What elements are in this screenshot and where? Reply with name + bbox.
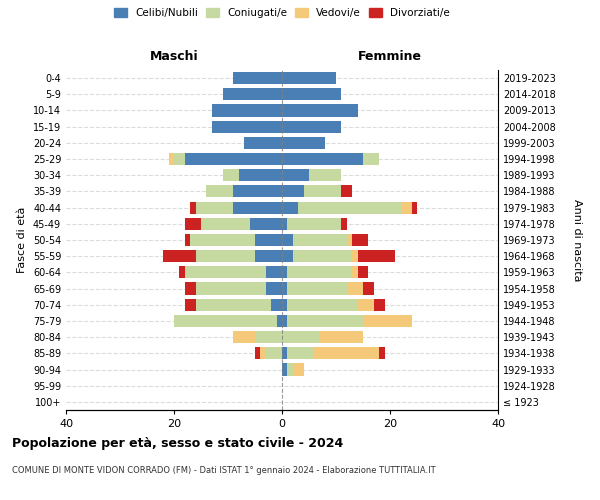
- Bar: [206, 186, 233, 198]
- Text: Femmine: Femmine: [358, 50, 422, 62]
- Bar: [304, 186, 341, 198]
- Text: COMUNE DI MONTE VIDON CORRADO (FM) - Dati ISTAT 1° gennaio 2024 - Elaborazione T: COMUNE DI MONTE VIDON CORRADO (FM) - Dat…: [12, 466, 436, 475]
- Bar: [282, 104, 358, 117]
- Bar: [293, 364, 304, 376]
- Bar: [363, 315, 412, 327]
- Bar: [282, 250, 293, 262]
- Bar: [287, 266, 352, 278]
- Bar: [287, 315, 363, 327]
- Bar: [282, 234, 293, 246]
- Bar: [277, 315, 282, 327]
- Bar: [185, 282, 196, 294]
- Bar: [185, 153, 282, 165]
- Bar: [352, 250, 358, 262]
- Bar: [352, 266, 358, 278]
- Bar: [282, 331, 320, 343]
- Bar: [185, 266, 266, 278]
- Bar: [358, 298, 374, 311]
- Bar: [163, 250, 196, 262]
- Text: Maschi: Maschi: [149, 50, 199, 62]
- Bar: [282, 282, 287, 294]
- Bar: [282, 88, 341, 101]
- Bar: [347, 282, 363, 294]
- Bar: [352, 234, 368, 246]
- Bar: [179, 266, 185, 278]
- Bar: [266, 266, 282, 278]
- Bar: [233, 331, 255, 343]
- Bar: [185, 218, 201, 230]
- Bar: [298, 202, 401, 213]
- Bar: [287, 298, 358, 311]
- Bar: [287, 218, 341, 230]
- Bar: [282, 298, 287, 311]
- Bar: [196, 250, 255, 262]
- Bar: [282, 120, 341, 132]
- Bar: [223, 88, 282, 101]
- Bar: [363, 282, 374, 294]
- Bar: [282, 186, 304, 198]
- Legend: Celibi/Nubili, Coniugati/e, Vedovi/e, Divorziati/e: Celibi/Nubili, Coniugati/e, Vedovi/e, Di…: [114, 8, 450, 18]
- Bar: [260, 348, 266, 360]
- Bar: [201, 218, 250, 230]
- Bar: [314, 348, 379, 360]
- Bar: [190, 202, 196, 213]
- Bar: [185, 298, 196, 311]
- Bar: [255, 348, 260, 360]
- Bar: [282, 218, 287, 230]
- Bar: [341, 218, 347, 230]
- Bar: [287, 364, 293, 376]
- Bar: [250, 218, 282, 230]
- Bar: [287, 348, 314, 360]
- Bar: [282, 315, 287, 327]
- Bar: [196, 298, 271, 311]
- Bar: [282, 348, 287, 360]
- Bar: [233, 186, 282, 198]
- Bar: [174, 315, 277, 327]
- Bar: [282, 72, 336, 84]
- Bar: [358, 266, 368, 278]
- Bar: [255, 331, 282, 343]
- Y-axis label: Anni di nascita: Anni di nascita: [572, 198, 583, 281]
- Bar: [282, 202, 298, 213]
- Bar: [347, 234, 352, 246]
- Bar: [379, 348, 385, 360]
- Bar: [282, 169, 309, 181]
- Bar: [309, 169, 341, 181]
- Bar: [185, 234, 190, 246]
- Bar: [169, 153, 174, 165]
- Bar: [212, 104, 282, 117]
- Bar: [293, 250, 352, 262]
- Bar: [239, 169, 282, 181]
- Bar: [255, 250, 282, 262]
- Bar: [341, 186, 352, 198]
- Bar: [374, 298, 385, 311]
- Bar: [401, 202, 412, 213]
- Bar: [233, 202, 282, 213]
- Bar: [266, 348, 282, 360]
- Bar: [244, 137, 282, 149]
- Bar: [282, 153, 363, 165]
- Bar: [196, 282, 266, 294]
- Bar: [412, 202, 417, 213]
- Bar: [287, 282, 347, 294]
- Bar: [293, 234, 347, 246]
- Bar: [255, 234, 282, 246]
- Bar: [282, 266, 287, 278]
- Bar: [223, 169, 239, 181]
- Bar: [282, 137, 325, 149]
- Bar: [282, 364, 287, 376]
- Bar: [174, 153, 185, 165]
- Bar: [196, 202, 233, 213]
- Bar: [363, 153, 379, 165]
- Bar: [233, 72, 282, 84]
- Bar: [271, 298, 282, 311]
- Bar: [358, 250, 395, 262]
- Bar: [190, 234, 255, 246]
- Text: Popolazione per età, sesso e stato civile - 2024: Popolazione per età, sesso e stato civil…: [12, 438, 343, 450]
- Bar: [266, 282, 282, 294]
- Y-axis label: Fasce di età: Fasce di età: [17, 207, 27, 273]
- Bar: [212, 120, 282, 132]
- Bar: [320, 331, 363, 343]
